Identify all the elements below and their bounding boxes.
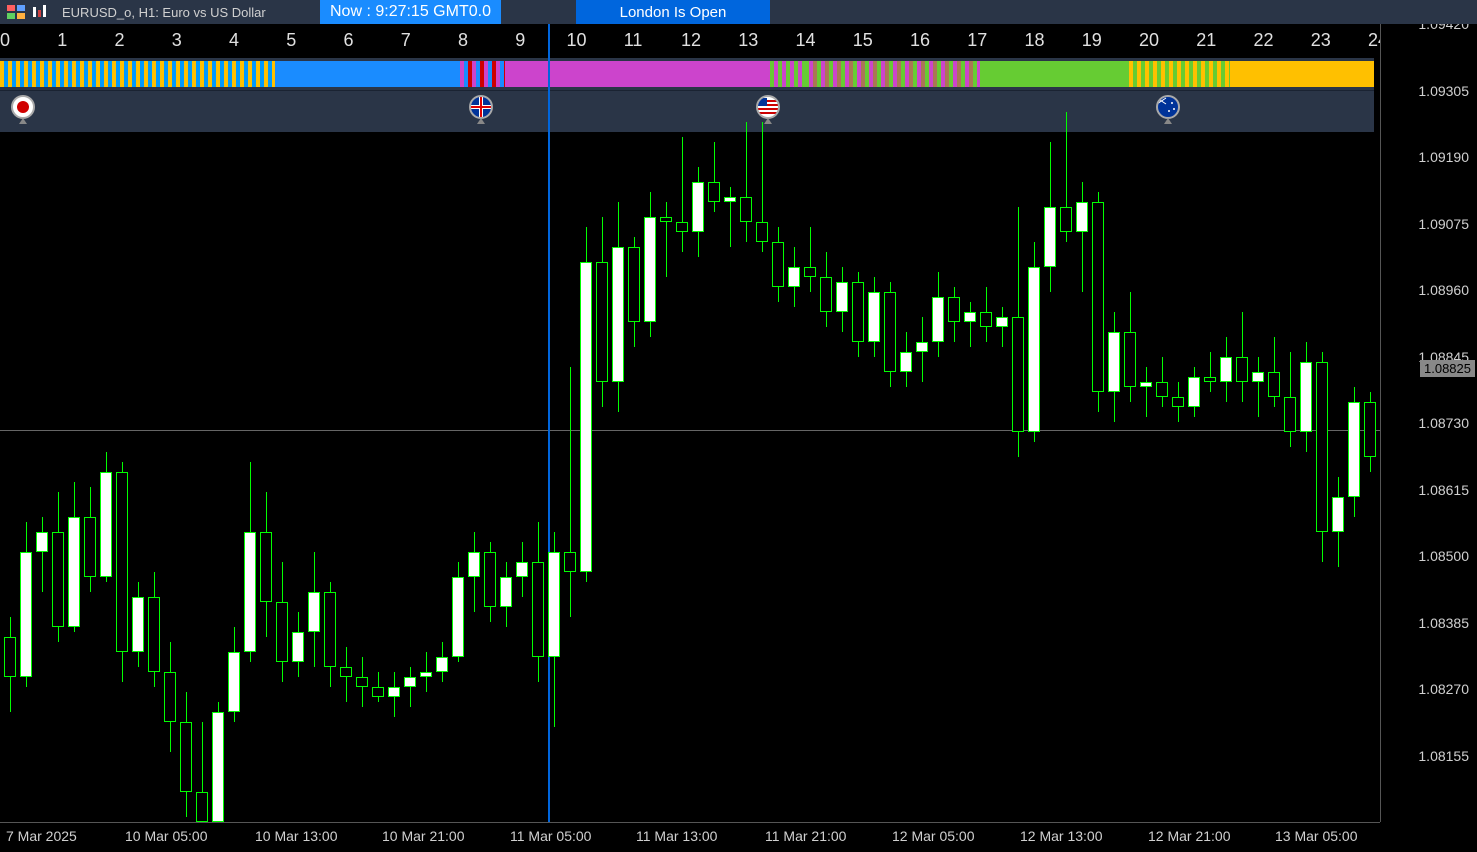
price-tick: 1.08500 <box>1418 548 1469 564</box>
price-tick: 1.08270 <box>1418 681 1469 697</box>
chart-header: EURUSD_o, H1: Euro vs US Dollar Now : 9:… <box>0 0 1477 24</box>
time-tick: 10 Mar 21:00 <box>382 828 465 844</box>
hour-tick: 6 <box>344 30 354 51</box>
hour-tick: 2 <box>115 30 125 51</box>
hour-tick: 19 <box>1082 30 1102 51</box>
current-time-line <box>548 0 550 852</box>
session-status-banner: London Is Open <box>576 0 770 24</box>
current-price-tag: 1.08825 <box>1420 360 1475 377</box>
candlestick-chart[interactable] <box>0 132 1380 822</box>
hour-tick: 21 <box>1196 30 1216 51</box>
session-segment <box>805 61 980 87</box>
hour-tick: 5 <box>286 30 296 51</box>
australia-flag-marker <box>1155 94 1183 128</box>
session-segment <box>1230 61 1374 87</box>
price-axis: 1.094201.093051.091901.090751.089601.088… <box>1380 24 1477 822</box>
session-segment <box>460 61 505 87</box>
time-tick: 12 Mar 21:00 <box>1148 828 1231 844</box>
time-tick: 10 Mar 05:00 <box>125 828 208 844</box>
hour-tick: 0 <box>0 30 10 51</box>
price-tick: 1.08730 <box>1418 415 1469 431</box>
hour-tick: 23 <box>1311 30 1331 51</box>
session-segment <box>275 61 460 87</box>
now-time-banner: Now : 9:27:15 GMT0.0 <box>320 0 501 24</box>
time-tick: 12 Mar 13:00 <box>1020 828 1103 844</box>
time-tick: 11 Mar 21:00 <box>765 828 846 844</box>
price-tick: 1.09190 <box>1418 149 1469 165</box>
japan-flag-marker <box>10 94 38 128</box>
hour-tick: 22 <box>1254 30 1274 51</box>
session-segment <box>0 61 275 87</box>
time-axis: 7 Mar 2025 10 Mar 05:00 10 Mar 13:00 10 Mar… <box>0 822 1380 852</box>
time-tick: 10 Mar 13:00 <box>255 828 338 844</box>
hour-tick: 12 <box>681 30 701 51</box>
session-color-bar <box>0 58 1374 90</box>
price-tick: 1.08385 <box>1418 615 1469 631</box>
current-price-line <box>0 430 1380 431</box>
session-segment <box>770 61 805 87</box>
hour-tick: 20 <box>1139 30 1159 51</box>
hour-tick: 10 <box>567 30 587 51</box>
hour-tick: 8 <box>458 30 468 51</box>
chart-type-icon[interactable] <box>30 3 50 21</box>
time-tick: 7 Mar 2025 <box>6 828 77 844</box>
usa-flag-marker <box>755 94 783 128</box>
hour-tick: 18 <box>1025 30 1045 51</box>
hour-tick: 3 <box>172 30 182 51</box>
time-tick: 11 Mar 05:00 <box>510 828 591 844</box>
flag-marker-row <box>0 90 1374 132</box>
hour-tick: 17 <box>967 30 987 51</box>
hour-tick: 4 <box>229 30 239 51</box>
time-tick: 11 Mar 13:00 <box>636 828 717 844</box>
grid-icon[interactable] <box>6 3 26 21</box>
uk-flag-marker <box>468 94 496 128</box>
hour-tick: 14 <box>796 30 816 51</box>
hour-tick: 11 <box>624 30 643 51</box>
time-tick: 12 Mar 05:00 <box>892 828 975 844</box>
hour-tick: 1 <box>57 30 67 51</box>
price-tick: 1.09075 <box>1418 216 1469 232</box>
hour-tick: 9 <box>515 30 525 51</box>
price-tick: 1.08615 <box>1418 482 1469 498</box>
hour-tick: 15 <box>853 30 873 51</box>
chart-title: EURUSD_o, H1: Euro vs US Dollar <box>62 5 266 20</box>
hour-ruler: 0123456789101112131415161718192021222324 <box>0 24 1380 58</box>
price-tick: 1.08960 <box>1418 282 1469 298</box>
hour-tick: 7 <box>401 30 411 51</box>
price-tick: 1.08155 <box>1418 748 1469 764</box>
session-segment <box>505 61 550 87</box>
hour-tick: 16 <box>910 30 930 51</box>
session-segment <box>550 61 770 87</box>
price-tick: 1.09305 <box>1418 83 1469 99</box>
session-segment <box>980 61 1125 87</box>
hour-tick: 13 <box>738 30 758 51</box>
time-tick: 13 Mar 05:00 <box>1275 828 1358 844</box>
session-segment <box>1125 61 1230 87</box>
